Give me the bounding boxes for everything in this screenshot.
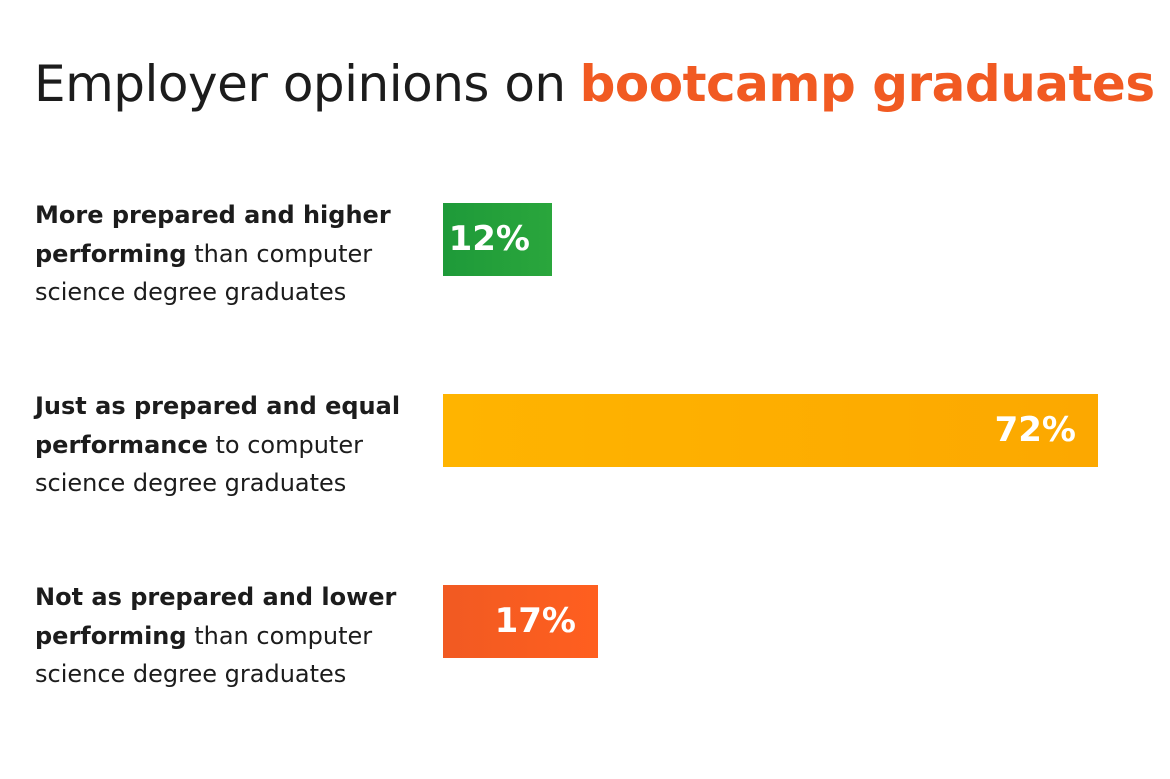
chart-title-main: Employer opinions on <box>34 55 566 113</box>
bar-label-bold: More prepared and higher performing <box>35 201 391 268</box>
bar-value-label: 72% <box>994 410 1076 450</box>
bar-label-rest: than computer science degree graduates <box>35 621 373 689</box>
bar-more-prepared: 12% <box>443 203 552 276</box>
bar-label: Not as prepared and lower performing tha… <box>35 578 430 694</box>
bar-label-rest: than computer science degree graduates <box>35 239 373 307</box>
bar-track: 17% <box>443 585 1098 658</box>
bar-label: More prepared and higher performing than… <box>35 196 430 312</box>
bar-value-label: 12% <box>448 219 530 259</box>
bar-row-not-as-prepared: Not as prepared and lower performing tha… <box>0 578 1170 698</box>
bar-just-as-prepared: 72% <box>443 394 1098 467</box>
bar-label-bold: Not as prepared and lower performing <box>35 583 397 650</box>
bar-not-as-prepared: 17% <box>443 585 598 658</box>
chart-title: Employer opinions on bootcamp graduates <box>34 52 1155 116</box>
bar-label: Just as prepared and equal performance t… <box>35 387 430 503</box>
bar-track: 72% <box>443 394 1098 467</box>
bar-value-label: 17% <box>494 601 576 641</box>
bar-label-bold: Just as prepared and equal performance <box>35 392 401 459</box>
bar-row-more-prepared: More prepared and higher performing than… <box>0 196 1170 316</box>
bar-label-rest: to computer science degree graduates <box>35 430 363 498</box>
bar-row-just-as-prepared: Just as prepared and equal performance t… <box>0 387 1170 507</box>
chart-title-accent: bootcamp graduates <box>579 55 1155 113</box>
bar-track: 12% <box>443 203 1098 276</box>
